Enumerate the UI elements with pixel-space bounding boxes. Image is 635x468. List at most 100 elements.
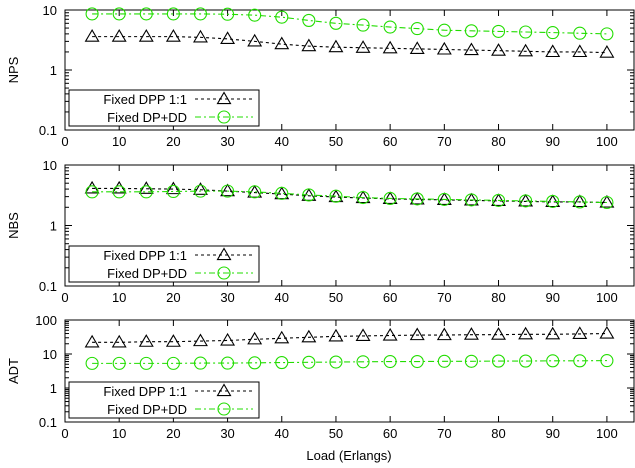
nps-data-point (545, 44, 561, 58)
adt-x-tick-label: 20 (166, 426, 180, 441)
nps-x-tick-label: 50 (329, 134, 343, 149)
nbs-data-point (193, 184, 208, 198)
nps-legend-marker (217, 110, 231, 124)
adt-series-dpp (84, 325, 615, 348)
nbs-x-tick-label: 80 (491, 290, 505, 305)
adt-data-point (302, 355, 316, 369)
nbs-series-dpp (84, 180, 615, 208)
nps-data-point (409, 41, 425, 54)
nbs-data-point (573, 195, 587, 209)
nbs-data-point (572, 194, 588, 208)
adt-data-point (328, 328, 344, 342)
adt-data-point (383, 354, 397, 369)
nps-data-point (464, 24, 478, 38)
nps-x-tick-label: 10 (112, 134, 126, 149)
adt-data-point (85, 356, 99, 370)
nbs-x-tick-label: 0 (61, 290, 68, 305)
adt-y-tick-label: 0.1 (39, 415, 57, 430)
adt-data-point (464, 354, 478, 368)
nps-data-point (382, 40, 398, 54)
adt-y-axis-title: ADT (6, 358, 21, 384)
x-axis-title: Load (Erlangs) (306, 448, 391, 463)
adt-data-point (599, 325, 615, 339)
nps-data-point (221, 7, 235, 21)
nbs-legend: Fixed DPP 1:1 Fixed DP+DD (68, 245, 260, 283)
nps-y-tick-label: 1 (50, 63, 57, 78)
nps-x-tick-label: 70 (437, 134, 451, 149)
nbs-data-point (302, 188, 316, 202)
nbs-data-point (491, 193, 506, 207)
nps-data-point (84, 29, 100, 42)
nbs-legend-box (68, 245, 260, 283)
adt-x-tick-label: 10 (112, 426, 126, 441)
adt-legend: Fixed DPP 1:1 Fixed DP+DD (68, 381, 260, 419)
nbs-series-dp-dd (85, 184, 614, 210)
nps-data-point (491, 24, 506, 38)
nps-data-point (572, 44, 588, 58)
nps-data-point (519, 25, 533, 39)
nps-data-point (436, 41, 452, 55)
adt-x-tick-label: 100 (596, 426, 618, 441)
adt-data-point (491, 354, 506, 368)
nbs-y-tick-label: 10 (43, 158, 57, 173)
adt-panel: 0 10 20 30 40 50 60 70 80 90 100 0.1 1 10 100 ADT Fixed … (6, 313, 635, 441)
nps-data-point (383, 20, 397, 34)
nbs-x-tick-label: 30 (220, 290, 234, 305)
adt-legend-marker (217, 402, 231, 416)
adt-data-point (193, 333, 208, 347)
nbs-x-tick-label: 40 (275, 290, 289, 305)
nps-data-point (600, 27, 614, 41)
adt-y-tick-label: 1 (50, 381, 57, 396)
nbs-panel: 0 10 20 30 40 50 60 70 80 90 100 0.1 1 10 NBS Fixed DPP… (6, 158, 635, 305)
nbs-data-point (85, 185, 99, 199)
adt-data-point (165, 334, 181, 347)
nps-legend: Fixed DPP 1:1 Fixed DP+DD (68, 89, 260, 127)
nps-data-point (437, 23, 451, 37)
nps-x-tick-label: 80 (491, 134, 505, 149)
nps-x-tick-label: 60 (383, 134, 397, 149)
nbs-legend-marker (217, 266, 231, 280)
adt-data-point (193, 356, 208, 370)
adt-data-point (84, 334, 100, 348)
nbs-data-point (112, 185, 126, 199)
nbs-series-line (92, 190, 607, 204)
nps-legend-marker (216, 91, 232, 105)
adt-x-tick-label: 30 (220, 426, 234, 441)
nbs-data-point (546, 194, 560, 208)
adt-data-point (409, 327, 425, 341)
nbs-x-tick-label: 70 (437, 290, 451, 305)
adt-data-point (382, 327, 398, 341)
nps-data-point (274, 36, 290, 50)
nps-data-point (410, 22, 424, 36)
nbs-x-tick-label: 90 (545, 290, 559, 305)
nps-data-point (301, 38, 317, 52)
nps-data-point (356, 18, 370, 32)
adt-data-point (355, 328, 371, 342)
nps-data-point (193, 29, 208, 43)
nps-x-tick-label: 30 (220, 134, 234, 149)
adt-data-point (463, 327, 479, 340)
adt-y-tick-label: 100 (35, 313, 57, 328)
nps-data-point (248, 8, 262, 22)
nbs-data-point (275, 186, 289, 200)
nps-x-tick-label: 20 (166, 134, 180, 149)
adt-data-point (111, 334, 127, 348)
adt-data-point (600, 354, 614, 368)
adt-y-tick-label: 10 (43, 347, 57, 362)
adt-x-tick-label: 60 (383, 426, 397, 441)
nps-data-point (546, 26, 560, 40)
nbs-data-point (220, 183, 236, 197)
adt-x-tick-label: 50 (329, 426, 343, 441)
nbs-legend-label: Fixed DP+DD (107, 266, 187, 281)
nps-series-dpp (84, 29, 615, 58)
nps-data-point (139, 7, 153, 21)
nps-data-point (275, 10, 289, 24)
nbs-data-point (600, 195, 614, 210)
adt-data-point (112, 356, 126, 370)
nbs-x-tick-label: 10 (112, 290, 126, 305)
adt-data-point (248, 356, 262, 370)
adt-data-point (572, 326, 588, 340)
nps-y-tick-label: 10 (43, 3, 57, 18)
adt-data-point (410, 354, 424, 369)
